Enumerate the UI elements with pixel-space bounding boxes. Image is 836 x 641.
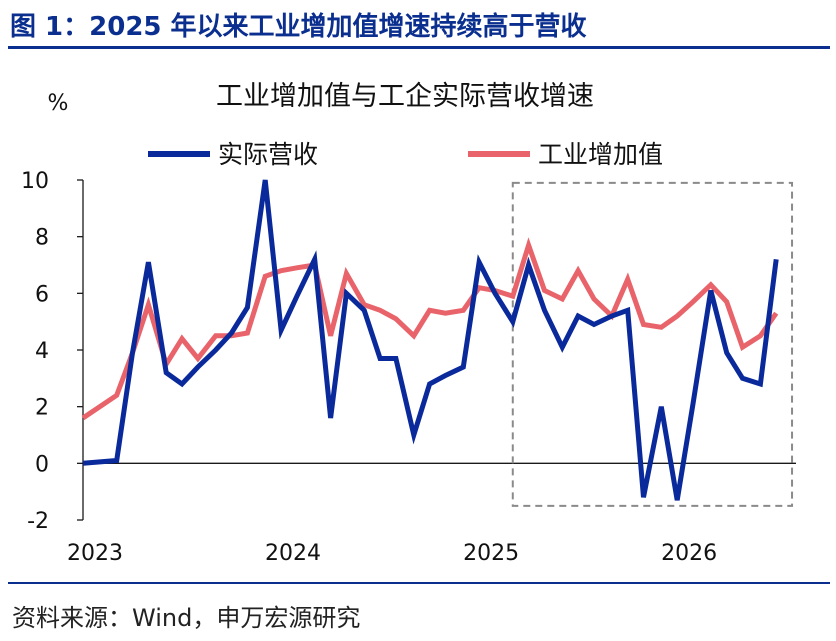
x-tick-label: 2026 bbox=[661, 541, 717, 566]
y-tick-label: 0 bbox=[35, 452, 49, 477]
y-tick-label: 10 bbox=[21, 169, 49, 194]
x-tick-label: 2024 bbox=[265, 541, 321, 566]
source-note: 资料来源：Wind，申万宏源研究 bbox=[12, 604, 361, 632]
legend-revenue-label: 实际营收 bbox=[218, 140, 318, 169]
y-axis-unit: % bbox=[48, 91, 69, 116]
series-line-revenue bbox=[82, 179, 779, 501]
y-tick-label: 4 bbox=[35, 339, 49, 364]
series-line-value-added bbox=[81, 237, 779, 421]
figure-title: 图 1：2025 年以来工业增加值增速持续高于营收 bbox=[10, 12, 587, 42]
chart-title: 工业增加值与工企实际营收增速 bbox=[216, 81, 594, 112]
footer-rule bbox=[8, 582, 830, 584]
y-tick-label: 2 bbox=[35, 396, 49, 421]
y-tick-label: -2 bbox=[27, 509, 49, 534]
x-tick-label: 2023 bbox=[67, 541, 123, 566]
y-tick-label: 8 bbox=[35, 226, 49, 251]
x-tick-label: 2025 bbox=[463, 541, 519, 566]
title-rule bbox=[8, 46, 830, 49]
legend-value-added-label: 工业增加值 bbox=[538, 140, 663, 169]
y-tick-label: 6 bbox=[35, 282, 49, 307]
